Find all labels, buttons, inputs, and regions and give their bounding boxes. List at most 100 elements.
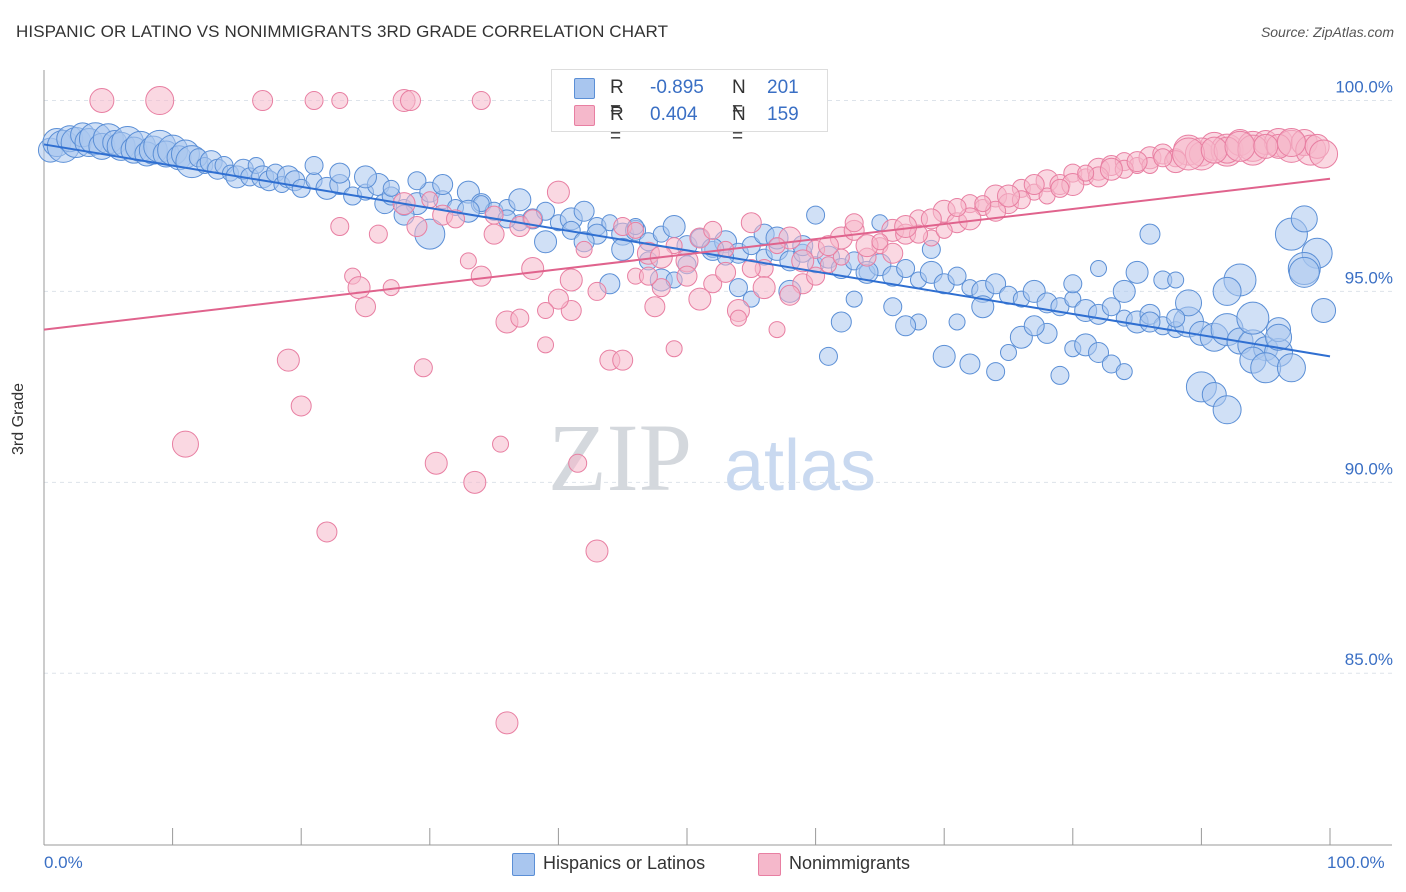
legend-swatch-hispanics [574, 78, 595, 99]
axes [43, 70, 1392, 846]
point-nonimmigrants [627, 221, 645, 239]
point-hispanics [728, 278, 748, 298]
bottom-legend-label-hispanics: Hispanics or Latinos [543, 853, 706, 873]
point-hispanics [959, 353, 981, 375]
point-nonimmigrants [1224, 130, 1256, 162]
x-tick-min: 0.0% [44, 853, 83, 872]
point-hispanics [1290, 205, 1318, 233]
point-nonimmigrants [145, 86, 175, 116]
point-nonimmigrants [1050, 178, 1070, 198]
point-nonimmigrants [882, 242, 904, 264]
point-nonimmigrants [587, 281, 607, 301]
point-hispanics [818, 346, 838, 366]
point-nonimmigrants [741, 259, 761, 279]
point-nonimmigrants [276, 348, 300, 372]
y-tick-labels: 85.0% 90.0% 95.0% 100.0% [1335, 78, 1393, 670]
point-nonimmigrants [252, 90, 274, 112]
point-hispanics [534, 230, 558, 254]
point-nonimmigrants [331, 92, 349, 110]
point-nonimmigrants [651, 278, 671, 298]
point-hispanics [895, 315, 917, 337]
legend-r-label: R = [610, 104, 624, 147]
point-nonimmigrants [537, 336, 555, 354]
point-hispanics [1023, 315, 1045, 337]
point-hispanics [883, 297, 903, 317]
point-nonimmigrants [368, 224, 388, 244]
point-hispanics [948, 313, 966, 331]
y-tick-label: 95.0% [1345, 268, 1393, 287]
point-nonimmigrants [330, 217, 350, 237]
legend-r-value-nonimmigrants: 0.404 [650, 104, 698, 125]
point-hispanics [1101, 297, 1121, 317]
point-nonimmigrants [1276, 128, 1306, 158]
point-hispanics [1236, 301, 1270, 335]
point-nonimmigrants [424, 451, 448, 475]
point-nonimmigrants [575, 240, 593, 258]
legend-r-label: R = [610, 77, 624, 120]
point-hispanics [986, 362, 1006, 382]
point-hispanics [1212, 395, 1242, 425]
point-hispanics [304, 155, 324, 175]
point-hispanics [508, 188, 532, 212]
point-hispanics [1088, 342, 1110, 364]
point-nonimmigrants [997, 184, 1020, 208]
point-nonimmigrants [492, 435, 510, 453]
point-nonimmigrants [1200, 136, 1228, 164]
point-nonimmigrants [844, 213, 864, 233]
point-nonimmigrants [304, 91, 324, 111]
point-nonimmigrants [171, 430, 199, 458]
point-hispanics [432, 174, 454, 196]
point-nonimmigrants [768, 321, 786, 339]
point-nonimmigrants [483, 223, 505, 245]
point-hispanics [742, 290, 760, 308]
legend-n-label: N = [732, 77, 746, 120]
point-nonimmigrants [779, 284, 801, 306]
legend-swatch-nonimmigrants [574, 105, 595, 126]
point-nonimmigrants [1253, 133, 1279, 159]
point-nonimmigrants [459, 252, 477, 270]
point-hispanics [1166, 308, 1186, 328]
legend-n-value-hispanics: 201 [767, 77, 799, 98]
point-hispanics [662, 215, 686, 239]
point-hispanics [1101, 354, 1121, 374]
point-nonimmigrants [894, 215, 918, 239]
point-nonimmigrants [1172, 137, 1206, 171]
point-hispanics [896, 259, 916, 279]
point-hispanics [806, 205, 826, 225]
correlation-legend: R = -0.895 N = 201 R = 0.404 N = 159 [551, 69, 828, 147]
point-nonimmigrants [1077, 164, 1095, 182]
point-nonimmigrants [1023, 174, 1045, 196]
point-hispanics [1139, 311, 1161, 333]
point-hispanics [611, 237, 635, 261]
point-hispanics [1288, 256, 1320, 288]
trend-line-nonimmigrants [43, 177, 1331, 331]
point-hispanics [1112, 279, 1136, 303]
point-nonimmigrants [638, 266, 658, 286]
point-nonimmigrants [400, 90, 422, 112]
point-nonimmigrants [290, 395, 312, 417]
point-nonimmigrants [703, 220, 723, 240]
y-tick-label: 85.0% [1345, 650, 1393, 669]
point-hispanics [1063, 274, 1083, 294]
point-nonimmigrants [355, 296, 376, 318]
point-nonimmigrants [688, 287, 712, 311]
point-hispanics [1125, 260, 1149, 284]
point-hispanics [971, 295, 995, 319]
point-nonimmigrants [470, 265, 492, 287]
point-nonimmigrants [665, 340, 683, 358]
point-nonimmigrants [89, 88, 115, 114]
point-hispanics [947, 266, 967, 286]
bottom-legend-swatch-hispanics [512, 853, 535, 876]
point-nonimmigrants [740, 212, 762, 234]
legend-r-value-hispanics: -0.895 [650, 77, 704, 98]
point-nonimmigrants [752, 276, 776, 300]
point-hispanics [1250, 352, 1282, 384]
watermark-atlas: atlas [724, 426, 876, 506]
point-hispanics [1000, 344, 1017, 362]
point-nonimmigrants [612, 349, 634, 371]
point-hispanics [1167, 271, 1185, 289]
y-tick-label: 100.0% [1335, 78, 1393, 97]
point-nonimmigrants [947, 197, 967, 217]
point-nonimmigrants [676, 265, 698, 287]
